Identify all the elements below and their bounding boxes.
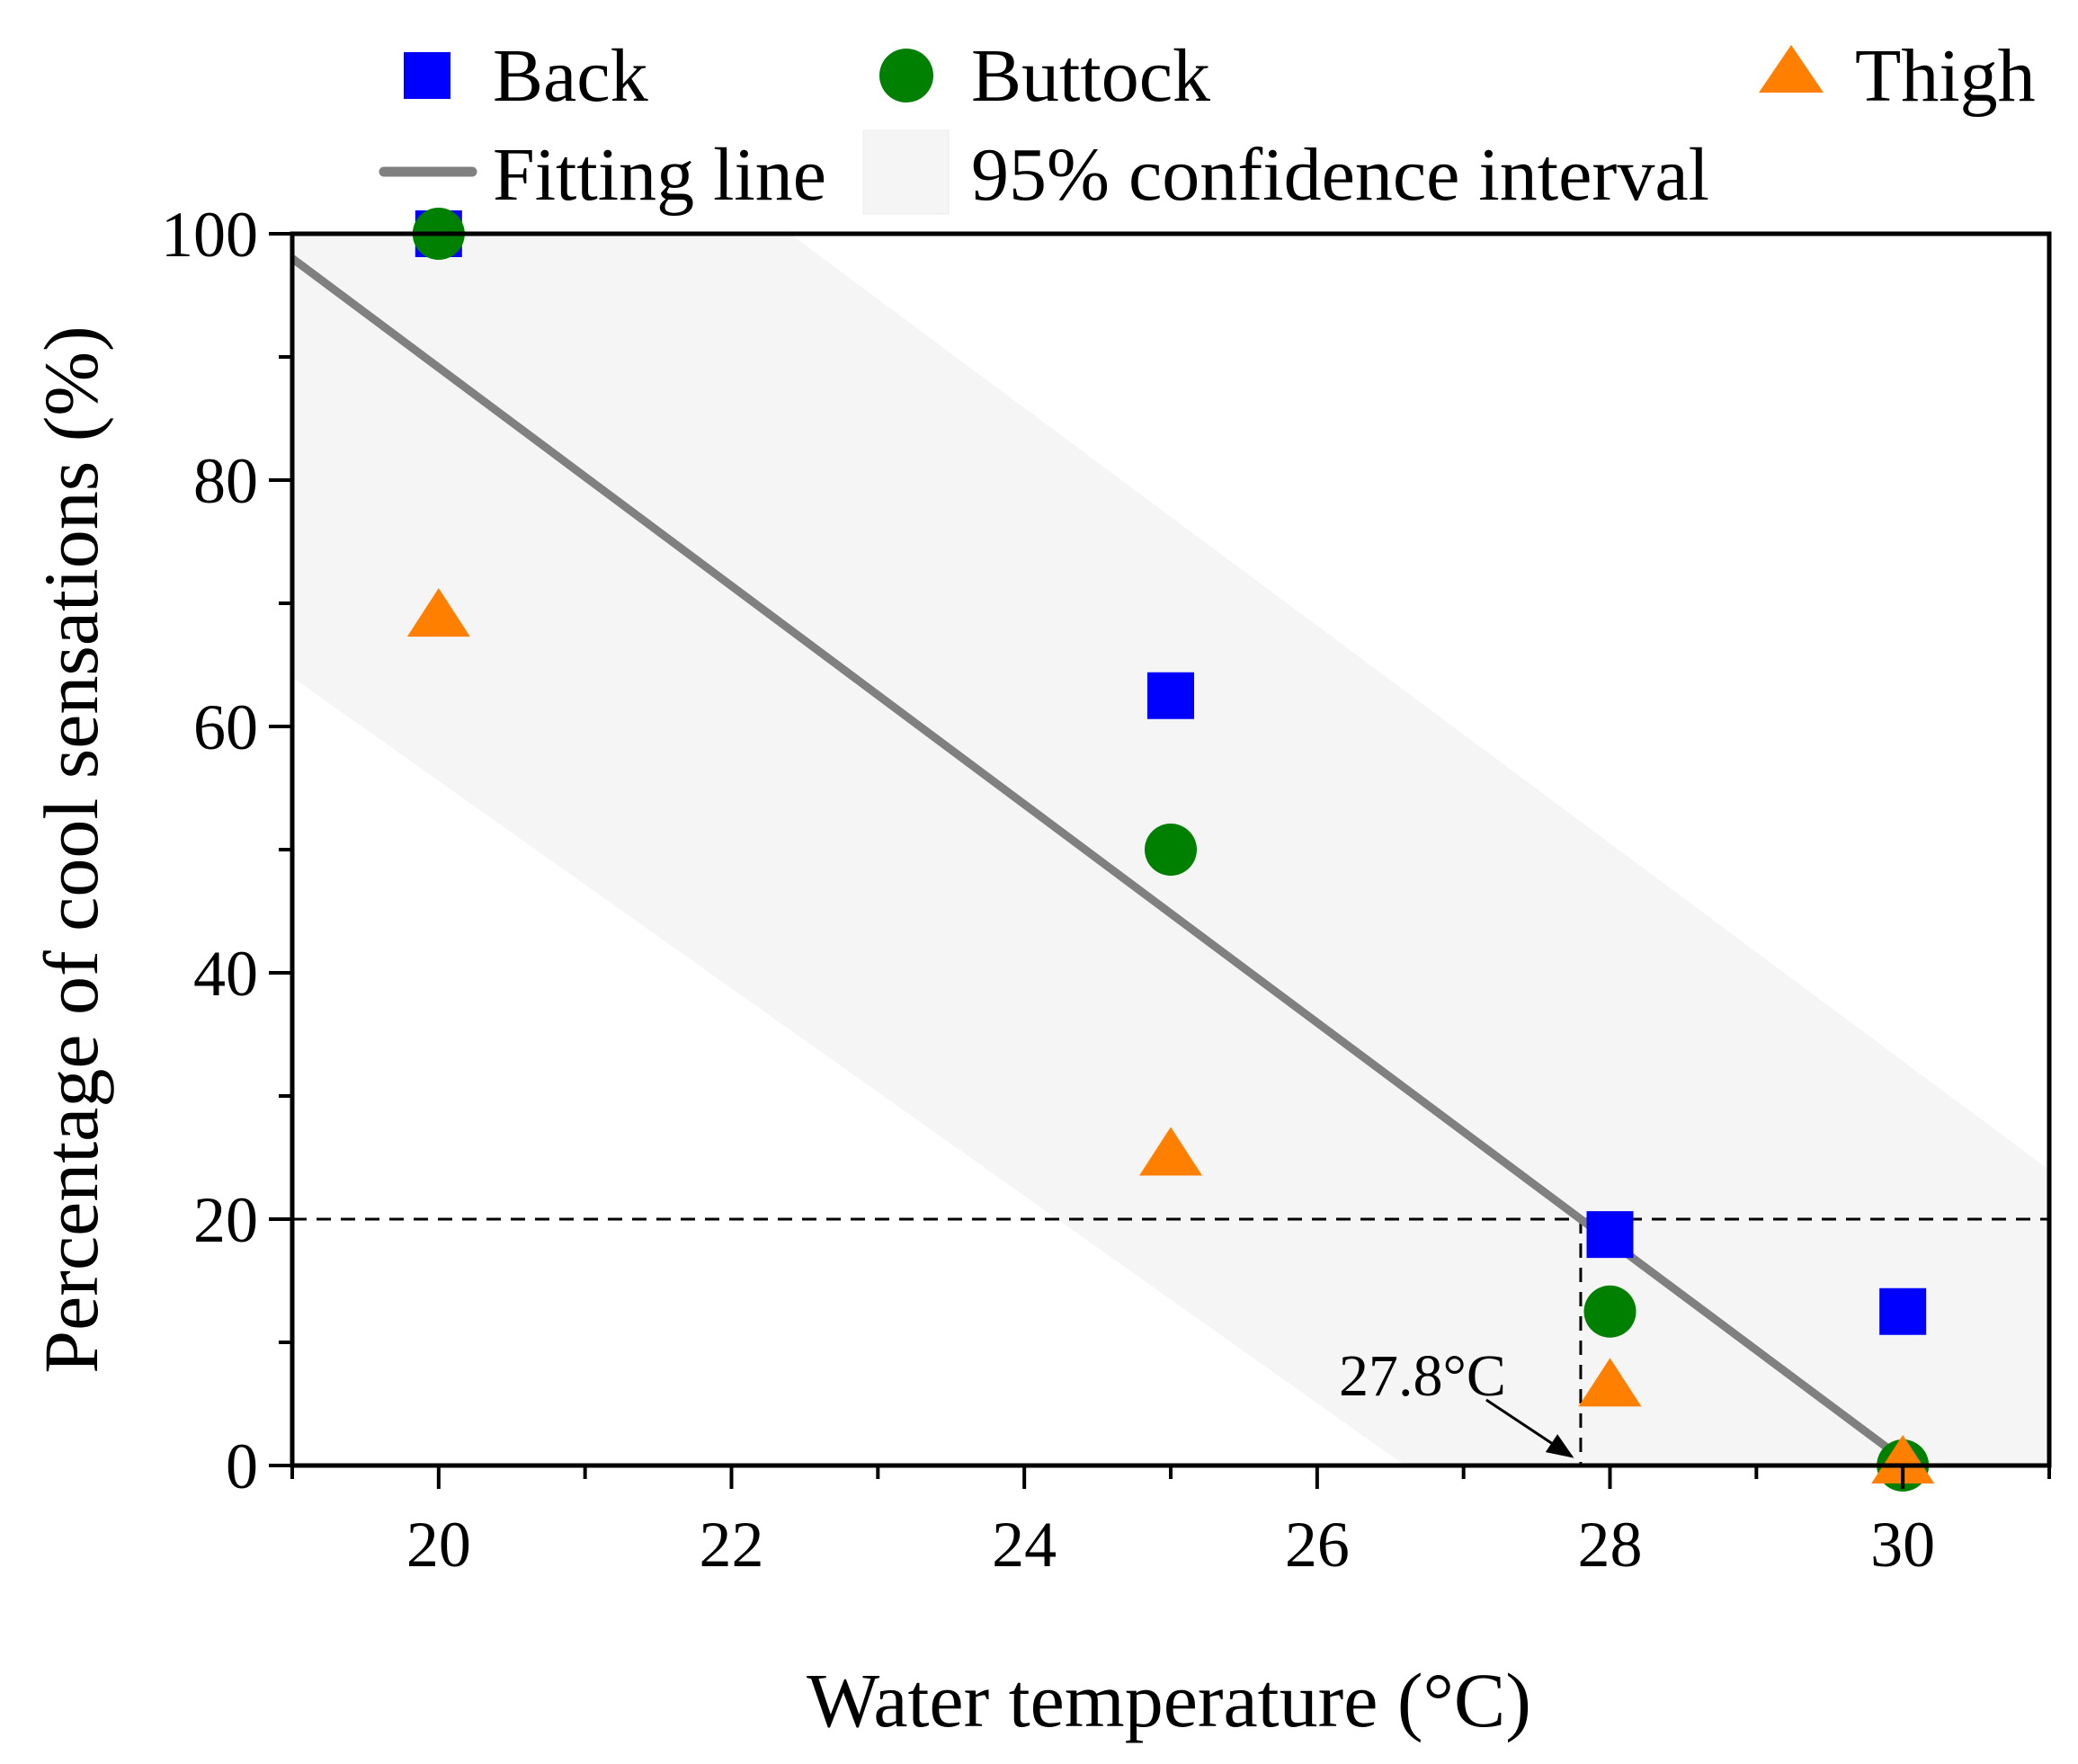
legend-item-back: Back [404, 34, 648, 118]
legend-item-thigh: Thigh [1759, 34, 2036, 118]
point-back-25 [1147, 672, 1194, 719]
legend-buttock-circle-icon [879, 49, 933, 102]
y-axis-title: Percentage of cool sensations (%) [28, 325, 114, 1373]
x-tick-label: 20 [406, 1509, 471, 1581]
point-buttock-25 [1145, 824, 1197, 876]
point-back-30 [1879, 1287, 1927, 1335]
legend-label-confidence-interval: 95% confidence interval [971, 133, 1709, 217]
axes: 20 22 24 26 28 30 0 20 40 60 80 100 [161, 199, 2052, 1581]
point-thigh-20 [406, 588, 470, 637]
legend-label-back: Back [493, 34, 648, 118]
x-tick-label: 30 [1870, 1509, 1935, 1581]
legend-item-fitting-line: Fitting line [379, 133, 826, 217]
legend-item-confidence-interval: 95% confidence interval [862, 129, 1709, 217]
legend-label-buttock: Buttock [971, 34, 1210, 118]
y-tick-label: 20 [193, 1184, 258, 1256]
legend-thigh-triangle-icon [1759, 45, 1824, 93]
legend: Back Buttock Thigh Fitting line 95% conf… [379, 34, 2036, 217]
y-tick-label: 0 [226, 1430, 258, 1502]
fitting-line [292, 254, 1907, 1464]
x-axis-title: Water temperature (°C) [807, 1657, 1531, 1743]
legend-label-fitting-line: Fitting line [493, 133, 826, 217]
x-tick-label: 24 [992, 1509, 1057, 1581]
legend-ci-swatch-icon [862, 129, 950, 215]
y-tick-label: 60 [193, 691, 258, 763]
x-tick-label: 26 [1285, 1509, 1350, 1581]
y-tick-label: 100 [161, 199, 258, 271]
x-tick-label: 22 [700, 1509, 764, 1581]
point-back-28 [1586, 1211, 1634, 1259]
fit-line-layer [292, 254, 1907, 1464]
annotation-arrow [1485, 1398, 1574, 1458]
point-thigh-25 [1139, 1127, 1202, 1176]
legend-back-square-icon [404, 52, 450, 99]
annotation-label: 27.8°C [1339, 1343, 1506, 1409]
legend-label-thigh: Thigh [1855, 34, 2036, 118]
point-buttock-28 [1583, 1285, 1637, 1338]
legend-item-buttock: Buttock [879, 34, 1210, 118]
x-tick-label: 28 [1578, 1509, 1643, 1581]
y-tick-label: 40 [193, 938, 258, 1010]
point-thigh-30 [1871, 1435, 1935, 1483]
reference-lines [292, 1217, 2049, 1466]
y-tick-label: 80 [193, 445, 258, 517]
point-thigh-28 [1578, 1358, 1642, 1407]
